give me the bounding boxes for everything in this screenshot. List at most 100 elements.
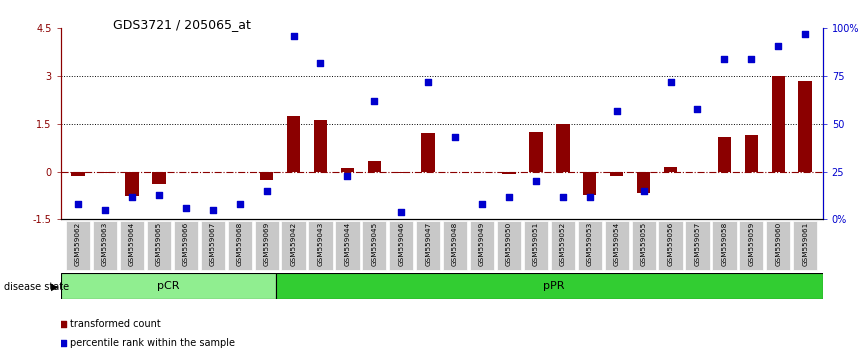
- Bar: [583, 172, 597, 195]
- Point: [583, 194, 597, 199]
- Bar: [772, 76, 785, 172]
- FancyBboxPatch shape: [578, 221, 602, 270]
- Point: [206, 207, 220, 213]
- Bar: [502, 172, 516, 174]
- Point: [637, 188, 650, 194]
- Point: [690, 106, 704, 112]
- Bar: [152, 172, 165, 184]
- Text: GSM559064: GSM559064: [129, 222, 135, 266]
- Text: transformed count: transformed count: [70, 319, 161, 329]
- Point: [367, 98, 381, 104]
- Text: GSM559069: GSM559069: [263, 222, 269, 266]
- Point: [125, 194, 139, 199]
- FancyBboxPatch shape: [228, 221, 252, 270]
- Point: [233, 201, 247, 207]
- Text: GSM559048: GSM559048: [452, 222, 458, 266]
- Text: GSM559050: GSM559050: [506, 222, 512, 266]
- Text: GSM559053: GSM559053: [587, 222, 592, 266]
- FancyBboxPatch shape: [497, 221, 521, 270]
- Text: ▶: ▶: [51, 282, 59, 292]
- Text: GSM559049: GSM559049: [479, 222, 485, 266]
- Bar: [126, 172, 139, 195]
- FancyBboxPatch shape: [685, 221, 709, 270]
- Text: pPR: pPR: [543, 281, 564, 291]
- Point: [502, 194, 516, 199]
- FancyBboxPatch shape: [61, 273, 276, 299]
- Text: GSM559043: GSM559043: [318, 222, 324, 266]
- Text: GSM559046: GSM559046: [398, 222, 404, 266]
- Point: [663, 79, 677, 85]
- Text: GSM559068: GSM559068: [236, 222, 242, 266]
- Point: [71, 201, 85, 207]
- Text: GSM559045: GSM559045: [372, 222, 378, 266]
- FancyBboxPatch shape: [740, 221, 764, 270]
- Bar: [664, 167, 677, 172]
- FancyBboxPatch shape: [389, 221, 413, 270]
- FancyBboxPatch shape: [658, 221, 682, 270]
- Bar: [395, 172, 408, 173]
- FancyBboxPatch shape: [470, 221, 494, 270]
- Bar: [340, 168, 354, 172]
- FancyBboxPatch shape: [147, 221, 171, 270]
- FancyBboxPatch shape: [120, 221, 144, 270]
- FancyBboxPatch shape: [551, 221, 575, 270]
- Text: percentile rank within the sample: percentile rank within the sample: [70, 338, 236, 348]
- Point: [529, 178, 543, 184]
- FancyBboxPatch shape: [524, 221, 548, 270]
- Point: [98, 207, 112, 213]
- Bar: [745, 135, 758, 172]
- Text: GSM559057: GSM559057: [695, 222, 701, 266]
- Point: [290, 88, 304, 94]
- FancyBboxPatch shape: [255, 221, 279, 270]
- Bar: [99, 172, 112, 173]
- Text: GSM559060: GSM559060: [775, 222, 781, 266]
- FancyBboxPatch shape: [713, 221, 736, 270]
- Point: [556, 194, 570, 199]
- Text: GSM559054: GSM559054: [614, 222, 620, 266]
- Text: GSM559065: GSM559065: [156, 222, 162, 266]
- Text: GSM559061: GSM559061: [802, 222, 808, 266]
- Text: GSM559047: GSM559047: [425, 222, 431, 266]
- FancyBboxPatch shape: [308, 221, 333, 270]
- Bar: [798, 81, 812, 172]
- Point: [449, 135, 462, 140]
- FancyBboxPatch shape: [443, 221, 468, 270]
- FancyBboxPatch shape: [416, 221, 440, 270]
- Bar: [556, 124, 570, 172]
- FancyBboxPatch shape: [281, 221, 306, 270]
- Bar: [71, 172, 85, 176]
- Text: GSM559062: GSM559062: [75, 222, 81, 266]
- FancyBboxPatch shape: [793, 221, 818, 270]
- Point: [260, 188, 274, 194]
- Bar: [529, 132, 543, 172]
- Text: GSM559058: GSM559058: [721, 222, 727, 266]
- Text: GSM559051: GSM559051: [533, 222, 539, 266]
- Text: GSM559044: GSM559044: [345, 222, 351, 266]
- Text: disease state: disease state: [4, 282, 69, 292]
- Bar: [313, 120, 327, 172]
- FancyBboxPatch shape: [362, 221, 386, 270]
- Point: [179, 205, 193, 211]
- Point: [475, 201, 489, 207]
- Bar: [287, 116, 301, 172]
- Point: [772, 43, 785, 48]
- Text: GSM559056: GSM559056: [668, 222, 674, 266]
- FancyBboxPatch shape: [201, 221, 225, 270]
- Text: GDS3721 / 205065_at: GDS3721 / 205065_at: [113, 18, 250, 31]
- Text: GSM559063: GSM559063: [102, 222, 108, 266]
- Point: [394, 209, 408, 215]
- Text: GSM559067: GSM559067: [210, 222, 216, 266]
- Point: [152, 192, 165, 198]
- Point: [287, 33, 301, 39]
- Bar: [367, 161, 381, 172]
- FancyBboxPatch shape: [604, 221, 629, 270]
- Bar: [610, 172, 624, 176]
- FancyBboxPatch shape: [766, 221, 791, 270]
- Point: [340, 173, 354, 178]
- FancyBboxPatch shape: [276, 273, 823, 299]
- Text: GSM559042: GSM559042: [291, 222, 296, 266]
- Point: [718, 56, 732, 62]
- Point: [798, 31, 812, 37]
- Point: [421, 79, 435, 85]
- Text: pCR: pCR: [157, 281, 179, 291]
